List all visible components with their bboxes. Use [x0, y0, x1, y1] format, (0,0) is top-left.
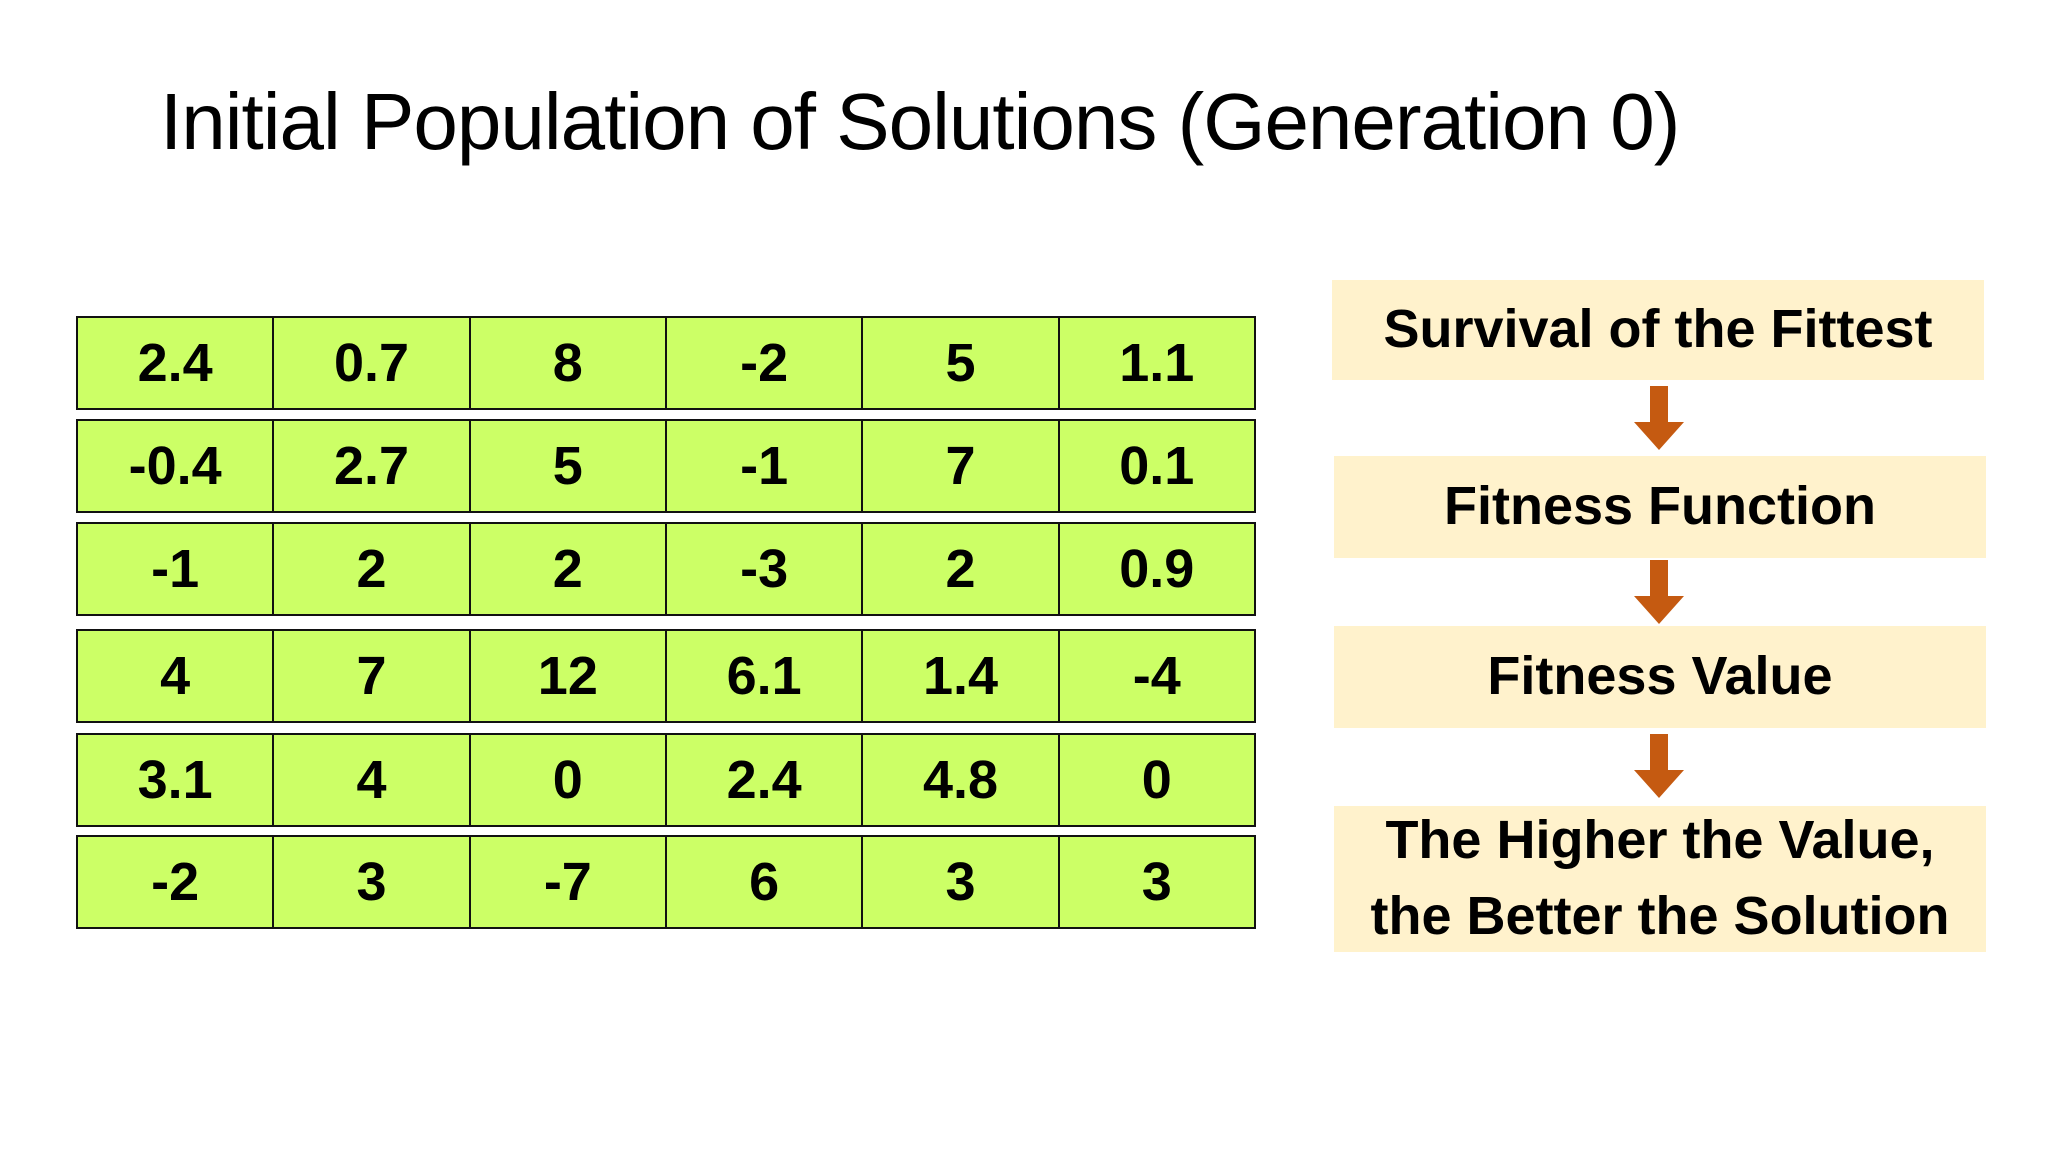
gene-cell: -2 [78, 837, 275, 927]
chromosome-row: 2.4 0.7 8 -2 5 1.1 [76, 316, 1256, 410]
gene-cell: 2.4 [667, 735, 864, 825]
fitness-value-label: Fitness Value [1487, 646, 1833, 707]
higher-better-box: The Higher the Value, the Better the Sol… [1334, 806, 1986, 952]
survival-of-fittest-box: Survival of the Fittest [1332, 280, 1984, 380]
gene-cell: 8 [471, 318, 667, 408]
higher-better-line1: The Higher the Value, [1385, 810, 1935, 871]
gene-cell: 2.7 [274, 421, 471, 511]
gene-cell: -0.4 [78, 421, 275, 511]
gene-cell: 0 [1141, 750, 1172, 810]
gene-cell: 5 [863, 318, 1060, 408]
gene-cell: 3 [863, 837, 1060, 927]
arrow-down-icon [1634, 560, 1684, 624]
chromosome-row: -1 2 2 -3 2 0.9 [76, 522, 1256, 616]
gene-cell: 4 [274, 735, 471, 825]
gene-cell: -1 [667, 421, 864, 511]
gene-cell: 7 [274, 631, 471, 721]
gene-cell: 3 [1141, 852, 1172, 912]
gene-cell: -2 [667, 318, 864, 408]
gene-cell: 0 [471, 735, 667, 825]
gene-cell: 1.4 [863, 631, 1060, 721]
gene-cell: -4 [1132, 646, 1181, 706]
fitness-function-label: Fitness Function [1444, 476, 1876, 537]
gene-cell: 0.1 [1119, 436, 1195, 496]
gene-cell: 4.8 [863, 735, 1060, 825]
gene-cell: 5 [471, 421, 667, 511]
gene-cell: 7 [863, 421, 1060, 511]
gene-cell: 2.4 [78, 318, 275, 408]
gene-cell: 0.7 [274, 318, 471, 408]
gene-cell: 2 [471, 524, 667, 614]
chromosome-row: 3.1 4 0 2.4 4.8 0 [76, 733, 1256, 827]
gene-cell: 4 [78, 631, 275, 721]
fitness-value-box: Fitness Value [1334, 626, 1986, 728]
fitness-function-box: Fitness Function [1334, 456, 1986, 558]
survival-of-fittest-label: Survival of the Fittest [1383, 299, 1933, 360]
gene-cell: 12 [471, 631, 667, 721]
gene-cell: 2 [863, 524, 1060, 614]
chromosome-row: 4 7 12 6.1 1.4 -4 [76, 629, 1256, 723]
arrow-down-icon [1634, 734, 1684, 798]
gene-cell: 6.1 [667, 631, 864, 721]
gene-cell: 3 [274, 837, 471, 927]
chromosome-row: -2 3 -7 6 3 3 [76, 835, 1256, 929]
gene-cell: 2 [274, 524, 471, 614]
population-table: 2.4 0.7 8 -2 5 1.1 -0.4 2.7 5 -1 7 0.1 -… [76, 0, 1256, 1152]
arrow-down-icon [1634, 386, 1684, 450]
gene-cell: 1.1 [1119, 333, 1195, 393]
gene-cell: 0.9 [1119, 539, 1195, 599]
slide-title: Initial Population of Solutions (Generat… [160, 77, 1680, 166]
gene-cell: -7 [471, 837, 667, 927]
higher-better-line2: the Better the Solution [1370, 886, 1950, 946]
gene-cell: -1 [78, 524, 275, 614]
gene-cell: 6 [667, 837, 864, 927]
gene-cell: -3 [667, 524, 864, 614]
chromosome-row: -0.4 2.7 5 -1 7 0.1 [76, 419, 1256, 513]
gene-cell: 3.1 [78, 735, 275, 825]
